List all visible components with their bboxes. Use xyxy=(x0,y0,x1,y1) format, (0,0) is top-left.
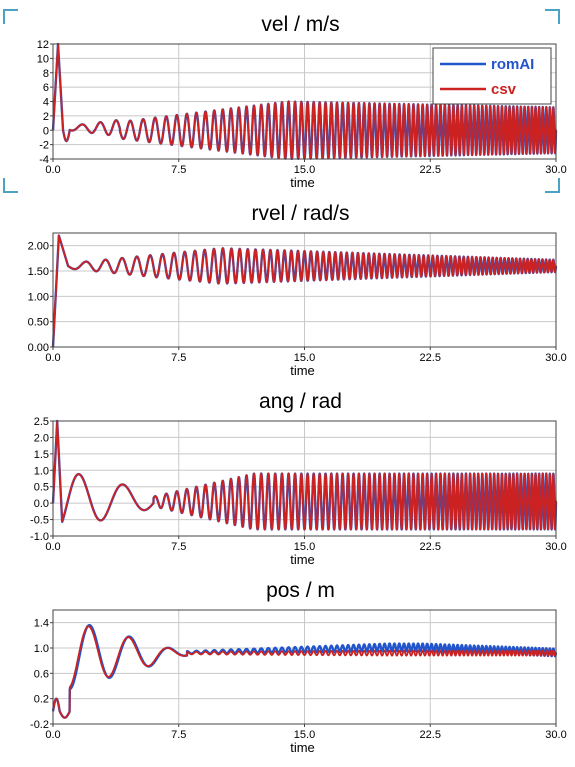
x-tick-label: 22.5 xyxy=(420,729,441,741)
x-tick-label: 0.0 xyxy=(45,164,60,176)
corner-bottom-right xyxy=(545,178,560,193)
chart-rvel: rvel / rad/s 0.0 7.5 15.0 22.5 30.0 0.00 0.50 1.… xyxy=(28,202,567,378)
y-tick-label: -4 xyxy=(39,154,49,166)
y-tick-label: 1.0 xyxy=(34,643,49,655)
x-axis-label: time xyxy=(290,363,315,378)
x-tick-label: 30.0 xyxy=(545,541,566,553)
x-axis-label: time xyxy=(290,552,315,567)
x-axis-label: time xyxy=(290,175,315,190)
legend-label-romAI: romAI xyxy=(491,56,534,73)
series-line-csv xyxy=(52,625,557,719)
y-tick-label: 0.0 xyxy=(34,498,49,510)
y-tick-label: 1.4 xyxy=(34,618,49,630)
y-tick-label: 4 xyxy=(43,97,49,109)
chart-title: vel / m/s xyxy=(261,13,339,36)
y-tick-label: -0.5 xyxy=(30,515,49,527)
x-tick-label: 7.5 xyxy=(171,352,186,364)
chart-pos: pos / m 0.0 7.5 15.0 22.5 30.0 -0.2 0.2 0.6 1.0 1.… xyxy=(30,579,567,755)
x-tick-label: 7.5 xyxy=(171,541,186,553)
chart-title: ang / rad xyxy=(259,390,342,413)
y-tick-label: 2.0 xyxy=(34,432,49,444)
selection-corners xyxy=(3,9,560,193)
chart-title: rvel / rad/s xyxy=(251,202,349,225)
series-line-csv xyxy=(52,420,557,531)
chart-title: pos / m xyxy=(266,579,335,602)
series-line-romAI xyxy=(51,623,558,719)
x-tick-label: 30.0 xyxy=(545,164,566,176)
x-tick-label: 0.0 xyxy=(45,729,60,741)
y-tick-label: -2 xyxy=(39,140,49,152)
y-tick-label: -0.2 xyxy=(30,719,49,731)
x-tick-label: 7.5 xyxy=(171,729,186,741)
corner-bottom-left xyxy=(3,178,18,193)
y-tick-label: 6 xyxy=(43,82,49,94)
y-tick-label: 12 xyxy=(37,39,49,51)
corner-top-left xyxy=(3,9,18,24)
x-axis-label: time xyxy=(290,740,315,755)
x-tick-label: 22.5 xyxy=(420,164,441,176)
y-tick-label: 1.50 xyxy=(28,266,49,278)
legend: romAI csv xyxy=(432,47,552,105)
y-tick-label: -1.0 xyxy=(30,531,49,543)
x-tick-label: 30.0 xyxy=(545,352,566,364)
x-tick-label: 7.5 xyxy=(171,164,186,176)
x-tick-label: 22.5 xyxy=(420,541,441,553)
x-tick-label: 15.0 xyxy=(294,352,315,364)
x-tick-label: 15.0 xyxy=(294,164,315,176)
y-tick-label: 1.00 xyxy=(28,291,49,303)
y-tick-label: 0.2 xyxy=(34,694,49,706)
y-tick-label: 0.5 xyxy=(34,482,49,494)
y-tick-label: 0 xyxy=(43,125,49,137)
legend-box xyxy=(432,47,552,105)
x-tick-label: 22.5 xyxy=(420,352,441,364)
y-tick-label: 10 xyxy=(37,53,49,65)
y-tick-label: 0.50 xyxy=(28,317,49,329)
series-line-csv xyxy=(52,234,557,348)
y-tick-label: 8 xyxy=(43,68,49,80)
corner-top-right xyxy=(545,9,560,24)
x-tick-label: 0.0 xyxy=(45,352,60,364)
chart-ang: ang / rad 0.0 7.5 15.0 22.5 30.0 -1.0 -0.5 0.0 0.… xyxy=(30,390,567,567)
x-tick-label: 30.0 xyxy=(545,729,566,741)
y-tick-label: 1.0 xyxy=(34,465,49,477)
y-tick-label: 2.5 xyxy=(34,416,49,428)
x-tick-label: 15.0 xyxy=(294,729,315,741)
y-tick-label: 2 xyxy=(43,111,49,123)
x-tick-label: 0.0 xyxy=(45,541,60,553)
x-tick-label: 15.0 xyxy=(294,541,315,553)
y-tick-label: 0.00 xyxy=(28,342,49,354)
y-tick-label: 0.6 xyxy=(34,668,49,680)
y-tick-label: 1.5 xyxy=(34,449,49,461)
legend-label-csv: csv xyxy=(491,81,517,98)
y-tick-label: 2.00 xyxy=(28,241,49,253)
